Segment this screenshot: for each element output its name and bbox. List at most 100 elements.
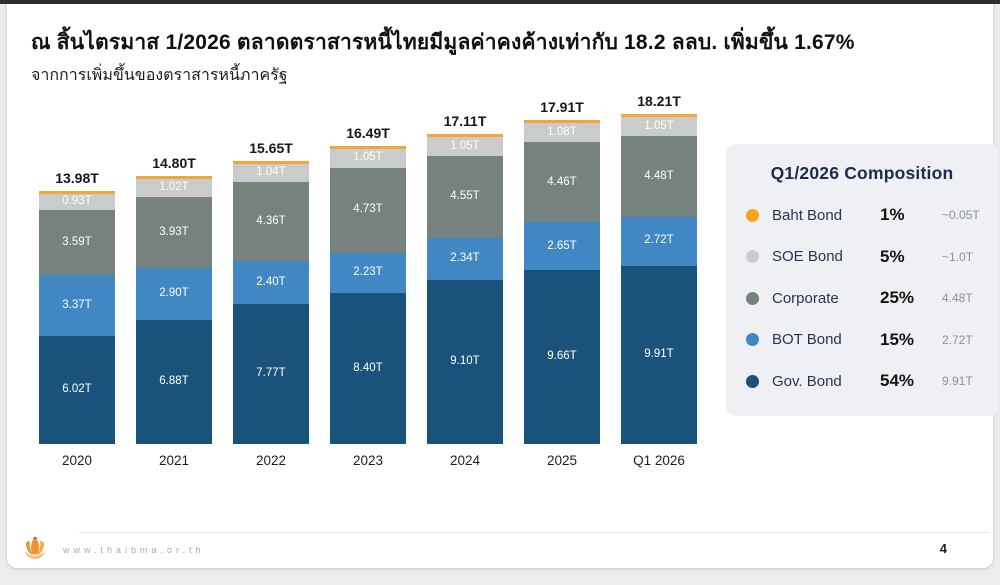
x-axis-label: Q1 2026: [633, 453, 685, 468]
bar-segment-value: 2.65T: [547, 239, 577, 252]
composition-percent: 54%: [880, 371, 915, 390]
bars-row: 13.98T 0.93T 3.59T 3.37T 6.02T 2020 14.80T 1.02…: [39, 93, 697, 468]
bar-stack: 1.04T 4.36T 2.40T 7.77T: [233, 160, 309, 444]
bar-segment-bot-bond: 2.72T: [621, 216, 697, 266]
gov-bond-color-dot-icon: [746, 374, 759, 388]
bar-segment-bot-bond: 2.90T: [136, 267, 212, 321]
bar-segment-baht-bond: [621, 114, 697, 118]
composition-label: SOE Bond: [772, 248, 843, 265]
slide-title: ณ สิ้นไตรมาส 1/2026 ตลาดตราสารหนี้ไทยมีม…: [31, 31, 855, 54]
bar-segment-value: 6.02T: [62, 383, 92, 396]
bar-segment-gov-bond: 9.10T: [427, 280, 503, 444]
thaibma-lotus-logo-icon: [20, 533, 50, 561]
bar-segment-value: 2.23T: [353, 266, 383, 278]
bar-stack: 1.02T 3.93T 2.90T 6.88T: [136, 175, 212, 444]
bar-column-q1-2026: 18.21T 1.05T 4.48T 2.72T 9.91T Q1 2026: [621, 93, 697, 468]
composition-percent: 5%: [880, 246, 905, 266]
bar-segment-soe-bond: 1.05T: [330, 148, 406, 168]
bar-segment-corporate: 4.48T: [621, 136, 697, 217]
baht-bond-color-dot-icon: [746, 208, 759, 222]
bar-segment-baht-bond: [330, 145, 406, 149]
composition-value: ~1.0T: [942, 249, 974, 264]
bar-segment-value: 2.40T: [256, 275, 286, 288]
bar-segment-corporate: 4.46T: [524, 142, 600, 223]
bar-segment-value: 7.77T: [256, 367, 286, 380]
bar-segment-value: 4.73T: [353, 203, 383, 216]
composition-row-soe-bond: SOE Bond 5% ~1.0T: [746, 244, 978, 270]
bar-segment-value: 4.36T: [256, 214, 286, 227]
composition-panel: Q1/2026 Composition Baht Bond 1% ~0.05T SOE…: [726, 144, 998, 416]
bar-stack: 1.08T 4.46T 2.65T 9.66T: [524, 119, 600, 444]
bar-segment-corporate: 3.93T: [136, 197, 212, 268]
bar-segment-value: 8.40T: [353, 361, 383, 374]
bar-segment-soe-bond: 1.04T: [233, 163, 309, 183]
composition-label: Gov. Bond: [772, 372, 842, 390]
slide-subtitle: จากการเพิ่มขึ้นของตราสารหนี้ภาครัฐ: [31, 67, 288, 85]
bar-column-2020: 13.98T 0.93T 3.59T 3.37T 6.02T 2020: [39, 170, 115, 468]
composition-row-bot-bond: BOT Bond 15% 2.72T: [746, 327, 978, 353]
bar-segment-value: 1.05T: [644, 119, 674, 132]
bar-segment-value: 3.59T: [62, 235, 92, 248]
bar-segment-value: 1.08T: [547, 125, 577, 138]
x-axis-label: 2022: [255, 453, 287, 468]
composition-row-baht-bond: Baht Bond 1% ~0.05T: [746, 202, 980, 228]
bar-segment-bot-bond: 2.23T: [330, 252, 406, 293]
bar-segment-baht-bond: [524, 119, 600, 123]
bar-segment-value: 2.90T: [159, 287, 189, 300]
bar-total-label: 13.98T: [55, 169, 99, 186]
bar-segment-bot-bond: 3.37T: [39, 274, 115, 336]
x-axis-label: 2021: [158, 453, 190, 468]
bar-stack: 0.93T 3.59T 3.37T 6.02T: [39, 190, 115, 444]
bar-segment-value: 1.05T: [450, 140, 480, 152]
composition-rows: Baht Bond 1% ~0.05T SOE Bond 5% ~1.0T Corporat…: [746, 202, 980, 394]
bar-segment-baht-bond: [136, 175, 212, 179]
bar-stack: 1.05T 4.55T 2.34T 9.10T: [427, 134, 503, 444]
bar-segment-value: 9.10T: [450, 355, 480, 368]
footer-divider: [79, 532, 990, 533]
bar-segment-bot-bond: 2.65T: [524, 222, 600, 271]
bar-segment-value: 3.93T: [159, 225, 189, 238]
bar-segment-value: 0.93T: [62, 195, 92, 208]
bar-total-label: 14.80T: [152, 154, 196, 171]
bar-segment-value: 1.04T: [256, 166, 286, 179]
composition-value: 2.72T: [942, 332, 973, 347]
footer-page-number: 4: [939, 541, 947, 556]
composition-percent: 25%: [880, 288, 915, 307]
x-axis-label: 2025: [546, 453, 578, 468]
bar-segment-value: 4.48T: [644, 169, 674, 182]
bar-segment-soe-bond: 1.05T: [427, 137, 503, 157]
corporate-color-dot-icon: [746, 291, 759, 305]
bar-total-label: 15.65T: [249, 139, 293, 156]
composition-value: ~0.05T: [942, 208, 980, 222]
composition-percent: 1%: [880, 205, 905, 224]
bar-segment-value: 4.46T: [547, 175, 577, 188]
bar-segment-corporate: 3.59T: [39, 210, 115, 275]
composition-panel-title: Q1/2026 Composition: [770, 163, 954, 183]
bar-segment-value: 1.02T: [159, 181, 189, 194]
bar-segment-gov-bond: 9.66T: [524, 270, 600, 444]
composition-label: Baht Bond: [772, 206, 843, 224]
bar-segment-soe-bond: 1.05T: [621, 117, 697, 137]
slide-card: ณ สิ้นไตรมาส 1/2026 ตลาดตราสารหนี้ไทยมีม…: [7, 4, 998, 568]
composition-label: BOT Bond: [772, 331, 842, 348]
bar-segment-baht-bond: [427, 134, 503, 138]
bar-total-label: 18.21T: [637, 93, 681, 110]
bar-segment-baht-bond: [233, 160, 309, 164]
composition-row-gov-bond: Gov. Bond 54% 9.91T: [746, 368, 978, 394]
bar-stack: 1.05T 4.48T 2.72T 9.91T: [621, 114, 697, 444]
composition-value: 9.91T: [942, 374, 973, 388]
bar-segment-soe-bond: 0.93T: [39, 193, 115, 211]
bar-segment-soe-bond: 1.08T: [524, 122, 600, 143]
bar-segment-value: 6.88T: [159, 375, 189, 388]
bar-segment-gov-bond: 6.02T: [39, 335, 115, 444]
x-axis-label: 2024: [449, 453, 481, 468]
bar-column-2025: 17.91T 1.08T 4.46T 2.65T 9.66T 2025: [524, 99, 600, 468]
bar-column-2021: 14.80T 1.02T 3.93T 2.90T 6.88T 2021: [136, 155, 212, 468]
bar-segment-value: 1.05T: [353, 151, 383, 164]
composition-value: 4.48T: [942, 291, 973, 305]
bar-column-2023: 16.49T 1.05T 4.73T 2.23T 8.40T 2023: [330, 125, 406, 468]
bar-segment-value: 2.34T: [450, 252, 480, 265]
bar-segment-soe-bond: 1.02T: [136, 178, 212, 198]
bar-segment-value: 3.37T: [62, 298, 92, 311]
bar-segment-corporate: 4.36T: [233, 182, 309, 261]
